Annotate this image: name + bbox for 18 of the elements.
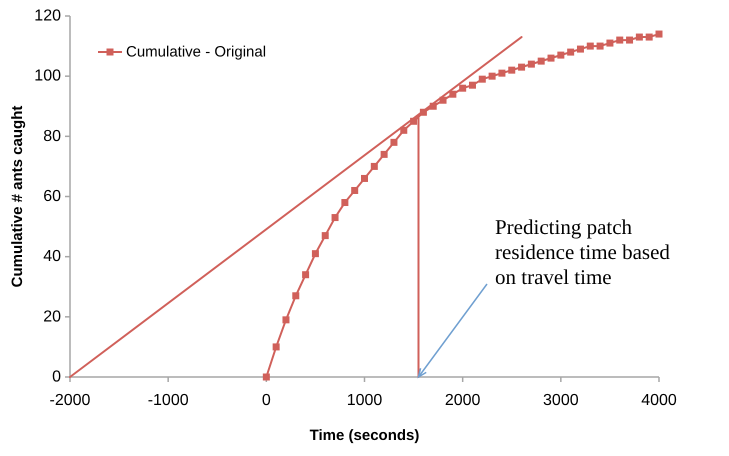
- annotation: Predicting patch residence time based on travel time: [495, 215, 670, 289]
- y-tick-label: 60: [43, 188, 62, 205]
- x-axis-title: Time (seconds): [310, 427, 420, 444]
- y-tick-label: 120: [34, 8, 62, 24]
- x-tick-label: 2000: [444, 392, 481, 409]
- x-tick-label: 3000: [543, 392, 579, 409]
- x-tick-label: -2000: [50, 392, 91, 409]
- y-tick-label: 100: [34, 68, 62, 85]
- y-tick-label: 40: [43, 248, 62, 266]
- x-tick-label: 4000: [641, 392, 677, 409]
- y-tick-label: 20: [43, 308, 62, 326]
- x-tick-label: 0: [262, 392, 271, 409]
- y-tick-label: 80: [43, 128, 62, 145]
- y-axis-title: Cumulative # ants caught: [9, 106, 26, 288]
- y-tick-label: 0: [52, 368, 62, 386]
- x-tick-label: 1000: [346, 392, 382, 409]
- legend-label: Cumulative - Original: [126, 44, 266, 60]
- x-tick-label: -1000: [148, 392, 189, 409]
